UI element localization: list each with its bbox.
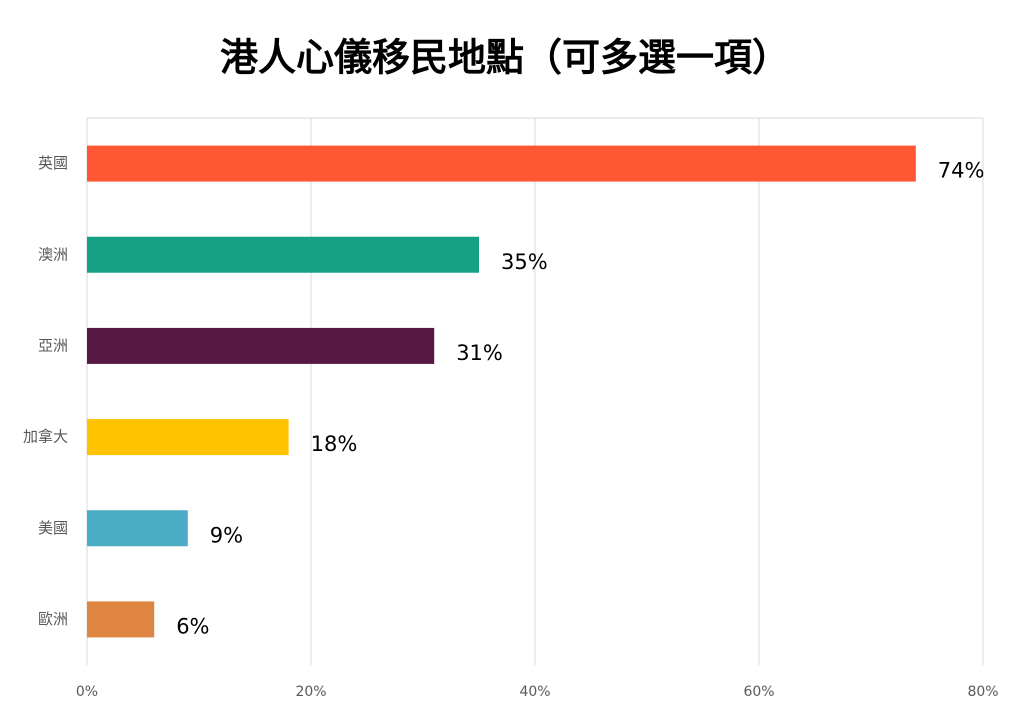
data-label: 6%: [176, 614, 209, 638]
data-label: 18%: [311, 432, 358, 456]
x-tick-label: 0%: [76, 684, 98, 700]
bar: [87, 601, 155, 638]
y-tick-label: 加拿大: [23, 428, 68, 446]
x-tick-label: 60%: [743, 684, 774, 700]
bar: [87, 145, 916, 182]
data-label: 31%: [456, 341, 503, 365]
data-label: 74%: [938, 159, 985, 183]
bar: [87, 510, 188, 547]
x-tick-label: 20%: [295, 684, 326, 700]
chart-title: 港人心儀移民地點（可多選一項）: [220, 36, 790, 80]
bar: [87, 327, 435, 364]
y-tick-label: 澳洲: [38, 245, 68, 263]
y-tick-label: 英國: [38, 154, 68, 172]
data-label: 35%: [501, 250, 548, 274]
bar: [87, 419, 289, 456]
x-tick-label: 40%: [519, 684, 550, 700]
y-tick-label: 美國: [38, 519, 68, 537]
x-tick-label: 80%: [967, 684, 998, 700]
data-label: 9%: [210, 523, 243, 547]
y-tick-label: 歐洲: [38, 610, 68, 628]
y-tick-label: 亞洲: [38, 336, 68, 354]
bar: [87, 236, 479, 273]
